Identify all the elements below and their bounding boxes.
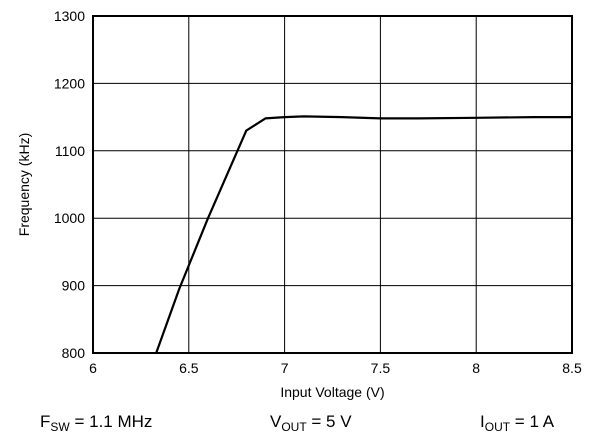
y-tick-labels: 800 900 1000 1100 1200 1300 [54,8,85,361]
x-tick-label: 7.5 [371,360,391,376]
x-tick-label: 6 [89,360,97,376]
x-tick-labels: 6 6.5 7 7.5 8 8.5 [89,360,582,376]
vout-subscript: OUT [281,420,307,434]
series-line [155,115,574,355]
plot-frame [92,15,573,354]
y-tick-label: 1100 [55,143,85,159]
y-tick-label: 800 [62,345,86,361]
x-tick-label: 7 [281,360,289,376]
y-axis-label: Frequency (kHz) [16,133,32,236]
vout-caption: VOUT = 5 V [270,412,352,434]
vout-symbol: V [270,412,282,431]
y-tick-label: 900 [62,278,86,294]
x-axis-label: Input Voltage (V) [280,384,384,400]
x-tick-label: 6.5 [179,360,199,376]
iout-value: = 1 A [510,412,555,431]
iout-symbol: I [480,412,485,431]
y-tick-label: 1300 [54,8,85,24]
y-tick-label: 1200 [54,75,85,91]
x-tick-label: 8 [472,360,480,376]
fsw-caption: FSW = 1.1 MHz [40,412,153,434]
fsw-symbol: F [40,412,51,431]
grid-lines [92,15,573,354]
y-tick-label: 1000 [54,210,85,226]
x-tick-label: 8.5 [562,360,582,376]
iout-caption: IOUT = 1 A [480,412,555,434]
fsw-value: = 1.1 MHz [69,412,153,431]
fsw-subscript: SW [50,420,70,434]
iout-subscript: OUT [484,420,511,434]
vout-value: = 5 V [306,412,352,431]
series-layer [155,115,574,355]
